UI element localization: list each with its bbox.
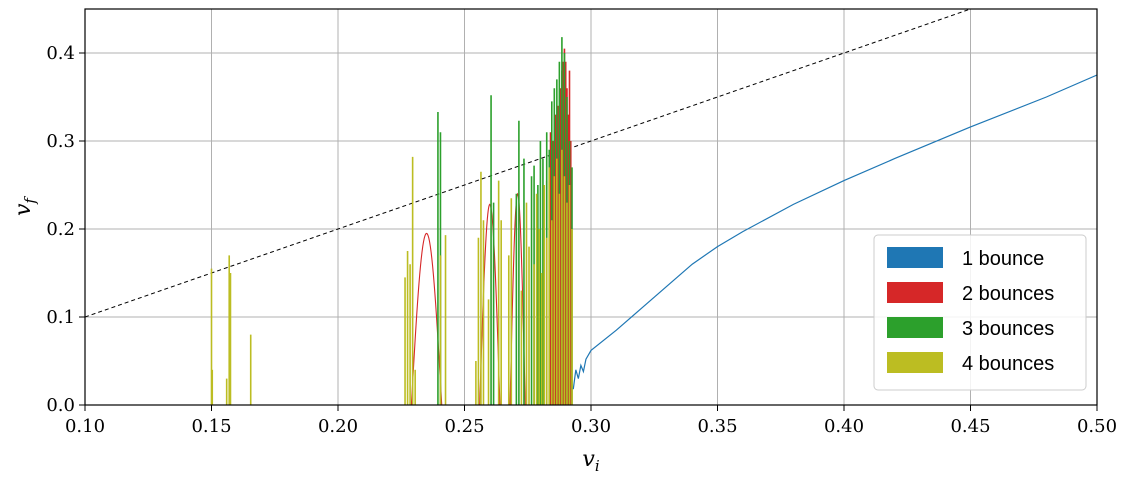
plot-content (85, 9, 1097, 405)
x-tick-label: 0.10 (65, 416, 105, 437)
legend-label-4-bounces: 4 bounces (962, 353, 1054, 375)
legend-label-1-bounce: 1 bounce (962, 248, 1044, 270)
reference-line-dashed (85, 9, 971, 318)
legend-swatch-1-bounce (887, 247, 943, 268)
plot-area (85, 9, 1097, 405)
y-tick-label: 0.4 (46, 43, 75, 64)
series-line-1-bounce (572, 74, 1097, 390)
x-tick-label: 0.20 (318, 416, 358, 437)
y-tick-label: 0.3 (46, 131, 75, 152)
legend-box (873, 234, 1087, 391)
arc-2-bounces (410, 232, 443, 405)
legend-swatch-3-bounces (887, 317, 943, 338)
x-tick-label: 0.30 (571, 416, 611, 437)
series-4-bounces (210, 149, 573, 405)
x-axis-label: vi (582, 447, 599, 475)
y-axis-label-base: v (11, 203, 36, 216)
y-tick-label: 0.1 (46, 307, 75, 328)
y-axis-ticks: 0.0 0.1 0.2 0.3 0.4 (46, 43, 85, 416)
x-tick-label: 0.35 (697, 416, 737, 437)
arc-2-bounces (509, 192, 526, 405)
legend-swatch-2-bounces (887, 282, 943, 303)
x-axis-ticks: 0.10 0.15 0.20 0.25 0.30 0.35 0.40 0.45 0.50 (65, 405, 1117, 437)
y-axis-label-sub: f (21, 196, 39, 205)
x-tick-label: 0.40 (824, 416, 864, 437)
series-1-bounce (572, 74, 1097, 390)
legend-swatch-4-bounces (887, 352, 943, 373)
y-axis-label: vf (11, 196, 39, 216)
x-axis-label-sub: i (595, 457, 600, 475)
x-tick-label: 0.50 (1077, 416, 1117, 437)
x-tick-label: 0.45 (950, 416, 990, 437)
legend-label-3-bounces: 3 bounces (962, 318, 1054, 340)
x-axis-label-base: v (582, 447, 595, 472)
y-tick-label: 0.0 (46, 395, 75, 416)
legend: 1 bounce 2 bounces 3 bounces 4 bounces (873, 234, 1087, 391)
x-tick-label: 0.15 (191, 416, 231, 437)
legend-label-2-bounces: 2 bounces (962, 283, 1054, 305)
y-tick-label: 0.2 (46, 219, 75, 240)
x-tick-label: 0.25 (444, 416, 484, 437)
